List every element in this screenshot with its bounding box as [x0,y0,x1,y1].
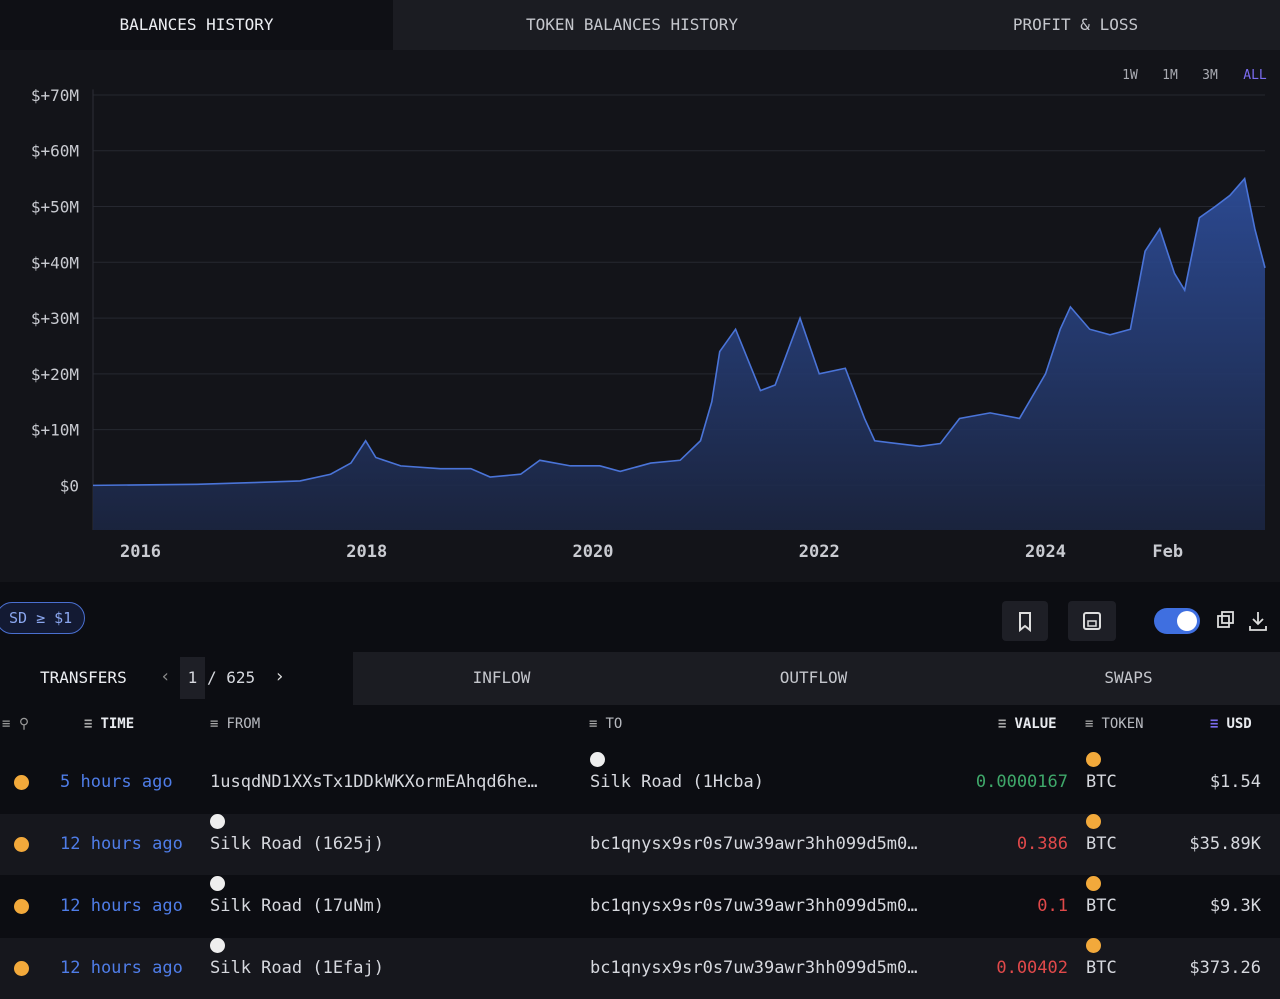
entity-icon [210,876,225,891]
column-header[interactable]: ≡ USD [1210,716,1252,732]
filter-chip[interactable]: SD ≥ $1 [0,602,86,634]
x-tick-label: Feb [1152,542,1183,562]
page-number: 1 [180,657,205,699]
token-icon [14,837,29,852]
tab[interactable]: INFLOW [472,668,531,687]
token-icon [14,961,29,976]
to-text: bc1qnysx9sr0s7uw39awr3hh099d5m0… [590,958,918,978]
y-tick-label: $+50M [31,198,79,217]
tab[interactable]: TRANSFERS [40,668,127,687]
x-tick-label: 2018 [346,542,387,562]
token-text: BTC [1086,958,1117,978]
tab-bg [353,652,1280,705]
filter-icon: ≡ [1210,716,1219,732]
tab[interactable]: SWAPS [1104,668,1153,687]
entity-icon [590,752,605,767]
time[interactable]: 12 hours ago [60,834,183,854]
tab[interactable]: TOKEN BALANCES HISTORY [393,0,871,50]
token-icon [14,775,29,790]
token-text: BTC [1086,772,1117,792]
filter-icon: ≡ [1085,716,1094,732]
range-button[interactable]: 1M [1162,68,1178,83]
header-label: TO [605,716,623,732]
from-text: Silk Road (1625j) [210,834,384,854]
header-label: USD [1226,716,1252,732]
copy-download-icons[interactable] [1215,610,1275,634]
x-tick-label: 2024 [1025,542,1066,562]
y-tick-label: $0 [60,476,79,495]
usd: $1.54 [1209,772,1261,792]
header-label: TIME [100,716,135,732]
token-text: BTC [1086,896,1117,916]
token-icon [1086,752,1101,767]
to-text: bc1qnysx9sr0s7uw39awr3hh099d5m0… [590,896,918,916]
value: 0.386 [1016,834,1068,854]
usd: $373.26 [1189,958,1261,978]
time[interactable]: 5 hours ago [60,772,173,792]
value: 0.1 [1037,896,1068,916]
toggle[interactable] [1154,608,1200,634]
table-row: 12 hours ago Silk Road (17uNm) bc1qnysx9sr… [0,876,1280,937]
token-icon [1086,938,1101,953]
tab[interactable]: BALANCES HISTORY [0,0,393,50]
range-button[interactable]: 1W [1122,68,1138,83]
column-header[interactable]: ≡ TOKEN [1085,716,1144,732]
token-icon [14,899,29,914]
area [93,178,1265,530]
tab[interactable]: OUTFLOW [779,668,848,687]
usd: $35.89K [1189,834,1261,854]
range-button[interactable]: ALL [1243,68,1267,83]
y-tick-label: $+10M [31,421,79,440]
token-icon [1086,814,1101,829]
tab[interactable]: PROFIT & LOSS [871,0,1280,50]
y-tick-label: $+60M [31,142,79,161]
filter-icon: ≡ [589,716,598,732]
bookmark-button[interactable] [1002,601,1048,641]
prev-next[interactable]: ‹ › [160,666,285,687]
entity-icon [210,938,225,953]
chart: $0 $+10M $+20M $+30M $+40M $+50M $+60M $+70M 201… [0,50,1280,582]
from-text: Silk Road (17uNm) [210,896,384,916]
y-tick-label: $+70M [31,86,79,105]
time[interactable]: 12 hours ago [60,958,183,978]
table-row: 5 hours ago 1usqdND1XXsTx1DDkWKXormEAhqd6… [0,752,1280,813]
column-header[interactable]: ≡ FROM [210,716,260,732]
line [92,176,1266,487]
token-text: BTC [1086,834,1117,854]
from-text: 1usqdND1XXsTx1DDkWKXormEAhqd6he… [210,772,538,792]
y-tick-label: $+40M [31,253,79,272]
table-row: 12 hours ago Silk Road (1625j) bc1qnysx9sr… [0,814,1280,875]
filter-icon: ≡ [210,716,219,732]
filter-icon: ≡ [84,716,93,732]
page-count: / 625 [207,668,256,687]
header-icons: ≡ ⚲ [2,716,30,732]
entity-icon [210,814,225,829]
value: 0.0000167 [975,772,1068,792]
value: 0.00402 [996,958,1068,978]
x-tick-label: 2022 [799,542,840,562]
column-header[interactable]: ≡ VALUE [998,716,1057,732]
header-label: VALUE [1014,716,1057,732]
save-button[interactable] [1068,601,1116,641]
token-icon [1086,876,1101,891]
time[interactable]: 12 hours ago [60,896,183,916]
header-label: TOKEN [1101,716,1144,732]
table-row: 12 hours ago Silk Road (1Efaj) bc1qnysx9sr… [0,938,1280,999]
filter-icon: ≡ [998,716,1007,732]
to-text: Silk Road (1Hcba) [590,772,764,792]
y-tick-label: $+30M [31,309,79,328]
from-text: Silk Road (1Efaj) [210,958,384,978]
to-text: bc1qnysx9sr0s7uw39awr3hh099d5m0… [590,834,918,854]
y-tick-label: $+20M [31,365,79,384]
column-header[interactable]: ≡ TIME [84,716,134,732]
header-label: FROM [226,716,261,732]
x-tick-label: 2020 [573,542,614,562]
range-button[interactable]: 3M [1202,68,1218,83]
column-header[interactable]: ≡ TO [589,716,622,732]
usd: $9.3K [1209,896,1261,916]
x-tick-label: 2016 [120,542,161,562]
